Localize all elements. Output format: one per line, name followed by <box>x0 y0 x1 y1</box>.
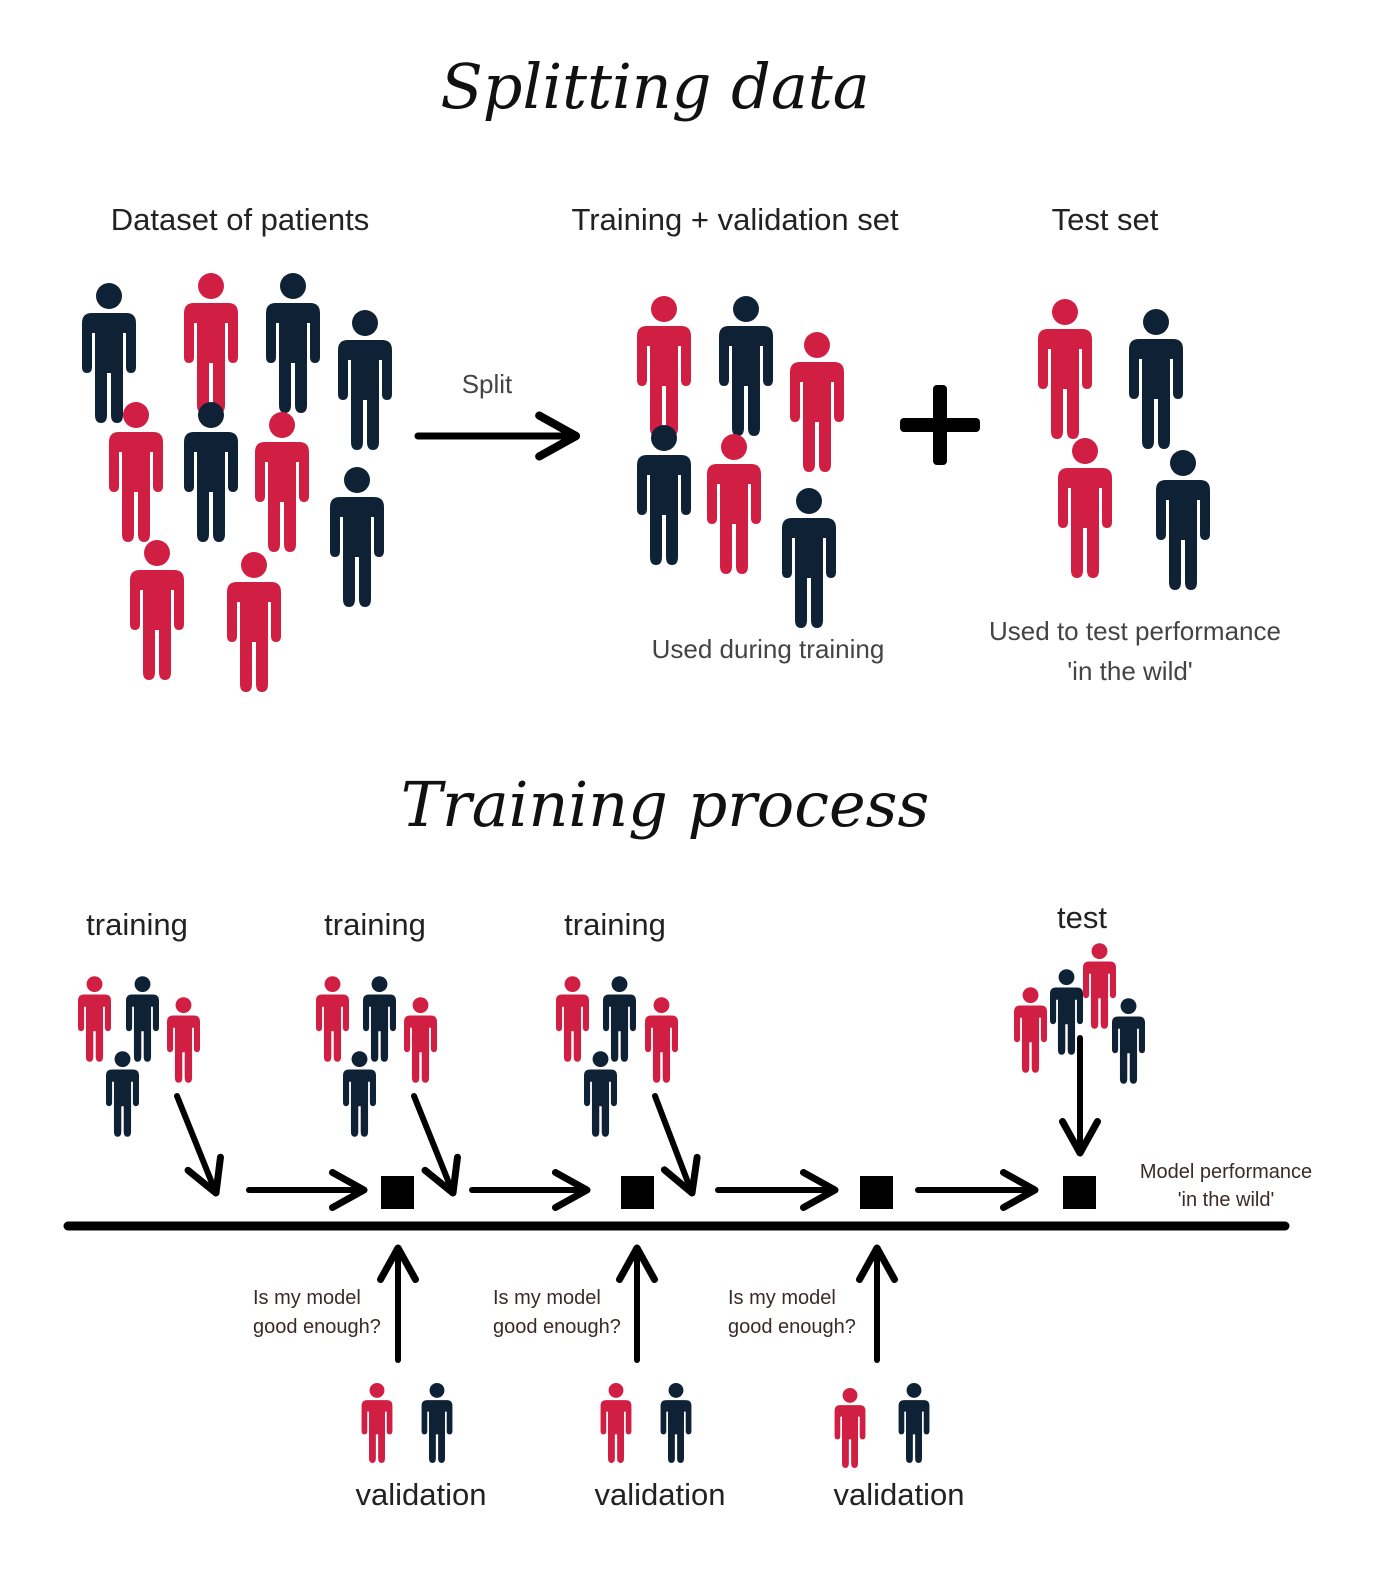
person-icon-red <box>167 997 200 1083</box>
person-icon-red <box>834 1388 866 1468</box>
test-set-label: Test set <box>1052 202 1159 237</box>
person-icon-red <box>130 540 184 680</box>
person-icon-navy <box>106 1051 139 1137</box>
person-icon-navy <box>266 273 320 413</box>
person-icon-red <box>184 273 238 413</box>
person-icon-red <box>645 997 678 1083</box>
checkpoint-square-icon-3 <box>860 1176 893 1209</box>
test-people-group <box>1038 299 1210 590</box>
person-icon-red <box>556 976 589 1062</box>
trainval-label: Training + validation set <box>571 202 899 237</box>
person-icon-red <box>404 997 437 1083</box>
validation-question-3-line2: good enough? <box>728 1316 856 1338</box>
validation-label-3: validation <box>834 1477 965 1512</box>
person-icon-red <box>600 1383 632 1463</box>
checkpoint-square-icon-2 <box>621 1176 654 1209</box>
test-note-line1: Used to test performance <box>989 616 1281 646</box>
person-icon-red <box>1083 943 1116 1029</box>
training-arrow-icon-3 <box>652 1093 701 1197</box>
validation-people-group-3 <box>834 1383 930 1468</box>
validation-people-group-1 <box>361 1383 453 1463</box>
section-title-splitting: Splitting data <box>440 50 869 123</box>
person-icon-red <box>255 412 309 552</box>
training-arrow-icon-1 <box>174 1093 224 1197</box>
validation-question-2-line1: Is my model <box>493 1287 601 1309</box>
person-icon-navy <box>719 296 773 436</box>
person-icon-red <box>1014 987 1047 1073</box>
person-icon-navy <box>184 402 238 542</box>
person-icon-red <box>790 332 844 472</box>
validation-label-1: validation <box>356 1477 487 1512</box>
person-icon-red <box>361 1383 393 1463</box>
person-icon-navy <box>637 425 691 565</box>
model-performance-line2: 'in the wild' <box>1178 1189 1275 1211</box>
person-icon-red <box>707 434 761 574</box>
final-square-icon <box>1063 1176 1096 1209</box>
person-icon-navy <box>584 1051 617 1137</box>
person-icon-red <box>637 296 691 436</box>
person-icon-navy <box>330 467 384 607</box>
training-label-3: training <box>564 907 666 942</box>
person-icon-navy <box>782 488 836 628</box>
person-icon-navy <box>363 976 396 1062</box>
person-icon-red <box>78 976 111 1062</box>
validation-question-1-line1: Is my model <box>253 1287 361 1309</box>
person-icon-red <box>109 402 163 542</box>
dataset-people-group <box>82 273 392 692</box>
model-performance-line1: Model performance <box>1140 1161 1312 1183</box>
person-icon-navy <box>338 310 392 450</box>
section-title-training: Training process <box>401 768 930 841</box>
person-icon-navy <box>126 976 159 1062</box>
person-icon-navy <box>82 283 136 423</box>
training-label-2: training <box>324 907 426 942</box>
split-label: Split <box>462 369 513 399</box>
validation-question-2-line2: good enough? <box>493 1316 621 1338</box>
validation-question-1-line2: good enough? <box>253 1316 381 1338</box>
validation-label-2: validation <box>595 1477 726 1512</box>
person-icon-red <box>227 552 281 692</box>
person-icon-navy <box>421 1383 453 1463</box>
person-icon-navy <box>1129 309 1183 449</box>
person-icon-red <box>1058 438 1112 578</box>
trainval-note: Used during training <box>652 634 885 664</box>
checkpoint-square-icon-1 <box>381 1176 414 1209</box>
person-icon-red <box>1038 299 1092 439</box>
training-arrow-icon-2 <box>411 1093 461 1197</box>
person-icon-navy <box>1156 450 1210 590</box>
test-label: test <box>1057 900 1107 935</box>
person-icon-navy <box>603 976 636 1062</box>
validation-people-group-2 <box>600 1383 692 1463</box>
person-icon-navy <box>898 1383 930 1463</box>
dataset-label: Dataset of patients <box>111 202 370 237</box>
person-icon-navy <box>343 1051 376 1137</box>
validation-question-3-line1: Is my model <box>728 1287 836 1309</box>
person-icon-red <box>316 976 349 1062</box>
person-icon-navy <box>660 1383 692 1463</box>
trainval-people-group <box>637 296 844 628</box>
test-note-line2: 'in the wild' <box>1067 656 1193 686</box>
person-icon-navy <box>1112 998 1145 1084</box>
training-label-1: training <box>86 907 188 942</box>
plus-icon <box>900 385 980 465</box>
